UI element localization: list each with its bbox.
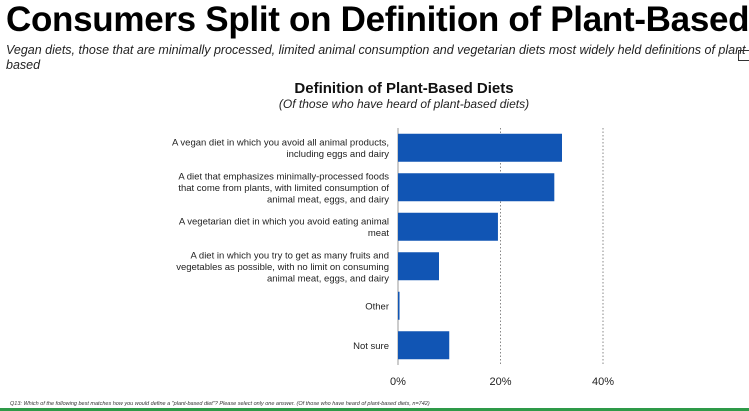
page-subtitle: Vegan diets, those that are minimally pr… bbox=[6, 43, 749, 72]
page-title: Consumers Split on Definition of Plant-B… bbox=[6, 0, 749, 39]
x-tick-label: 20% bbox=[489, 376, 511, 388]
edge-marker bbox=[738, 50, 749, 61]
category-label: A vegetarian diet in which you avoid eat… bbox=[179, 217, 390, 240]
chart-subtitle: (Of those who have heard of plant-based … bbox=[278, 97, 530, 111]
category-label: A diet that emphasizes minimally-process… bbox=[178, 171, 389, 205]
footnote: Q13: Which of the following best matches… bbox=[10, 401, 430, 407]
category-label: A vegan diet in which you avoid all anim… bbox=[172, 138, 389, 161]
bar bbox=[398, 212, 498, 241]
chart-title: Definition of Plant-Based Diets bbox=[294, 80, 514, 97]
bar bbox=[398, 331, 450, 360]
x-tick-label: 40% bbox=[592, 376, 614, 388]
bar bbox=[398, 252, 439, 281]
category-label: A diet in which you try to get as many f… bbox=[176, 250, 389, 284]
bar bbox=[398, 291, 400, 320]
bar bbox=[398, 133, 562, 162]
category-label: Other bbox=[365, 301, 389, 312]
bottom-rule bbox=[0, 408, 749, 411]
category-label: Not sure bbox=[353, 341, 389, 352]
bar bbox=[398, 173, 555, 202]
x-tick-label: 0% bbox=[390, 376, 406, 388]
